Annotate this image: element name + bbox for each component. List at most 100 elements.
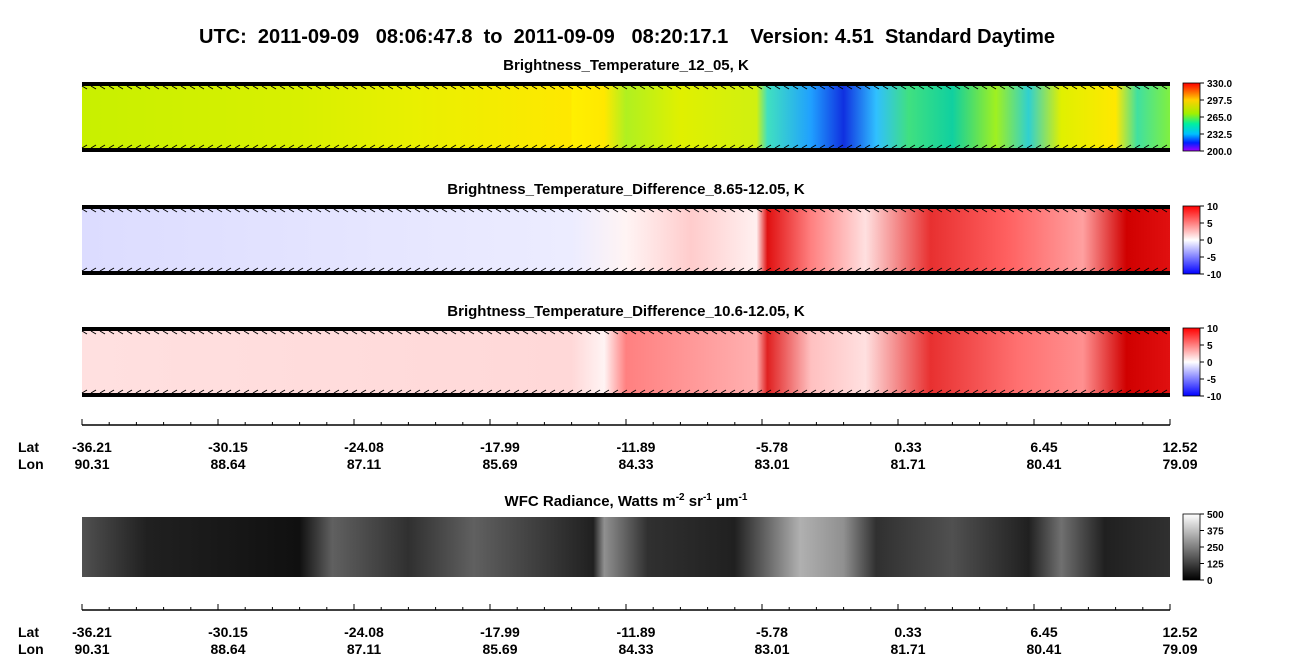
track-tick — [477, 144, 484, 149]
track-tick — [711, 208, 718, 213]
track-tick — [261, 144, 268, 149]
track-tick — [909, 144, 916, 149]
track-tick — [117, 389, 124, 394]
track-tick — [1116, 330, 1123, 335]
track-tick — [477, 330, 484, 335]
colorbar-label: 297.5 — [1207, 96, 1232, 107]
track-tick — [981, 208, 988, 213]
track-tick — [360, 330, 367, 335]
track-tick — [144, 389, 151, 394]
track-tick — [855, 389, 862, 394]
track-tick — [954, 144, 961, 149]
track-tick — [1080, 330, 1087, 335]
track-tick — [1152, 85, 1159, 90]
track-tick — [1134, 85, 1141, 90]
lon-tick-label: 85.69 — [482, 641, 517, 657]
track-tick — [819, 330, 826, 335]
track-tick — [441, 330, 448, 335]
track-tick — [900, 208, 907, 213]
track-tick — [1143, 144, 1150, 149]
track-tick — [423, 144, 430, 149]
track-tick — [1026, 144, 1033, 149]
track-tick — [360, 389, 367, 394]
colorbar-label: 0 — [1207, 576, 1213, 587]
track-tick — [99, 267, 106, 272]
track-tick — [963, 208, 970, 213]
track-tick — [1134, 330, 1141, 335]
track-tick — [360, 85, 367, 90]
track-tick — [369, 208, 376, 213]
track-tick — [792, 144, 799, 149]
track-tick — [468, 85, 475, 90]
track-tick — [378, 85, 385, 90]
lat-tick-label: 6.45 — [1030, 624, 1057, 640]
track-tick — [576, 208, 583, 213]
track-tick — [171, 330, 178, 335]
track-tick — [306, 85, 313, 90]
track-tick — [747, 208, 754, 213]
track-tick — [324, 85, 331, 90]
track-tick — [117, 144, 124, 149]
track-tick — [594, 144, 601, 149]
track-tick — [765, 85, 772, 90]
track-tick — [603, 144, 610, 149]
track-tick — [180, 144, 187, 149]
track-tick — [792, 330, 799, 335]
track-tick — [729, 144, 736, 149]
track-tick — [558, 267, 565, 272]
track-tick — [1008, 330, 1015, 335]
track-tick — [459, 208, 466, 213]
lon-tick-label: 80.41 — [1026, 641, 1061, 657]
track-tick — [630, 208, 637, 213]
track-tick — [270, 389, 277, 394]
track-tick — [756, 85, 763, 90]
track-tick — [1116, 389, 1123, 394]
track-tick — [1026, 85, 1033, 90]
lat-tick-label: -24.08 — [344, 624, 384, 640]
track-tick — [333, 144, 340, 149]
track-tick — [432, 267, 439, 272]
colorbar-label: 125 — [1207, 560, 1224, 571]
track-tick — [720, 330, 727, 335]
track-tick — [657, 267, 664, 272]
track-tick — [576, 330, 583, 335]
track-tick — [531, 330, 538, 335]
lon-tick-label: 90.31 — [74, 641, 109, 657]
track-tick — [270, 144, 277, 149]
colorbar-label: 5 — [1207, 219, 1213, 230]
track-tick — [891, 144, 898, 149]
track-tick — [936, 330, 943, 335]
track-tick — [918, 85, 925, 90]
track-tick — [621, 208, 628, 213]
lon-tick-label: 90.31 — [74, 456, 109, 472]
track-tick — [864, 389, 871, 394]
colorbar-label: 375 — [1207, 527, 1224, 538]
track-tick — [351, 330, 358, 335]
track-tick — [999, 144, 1006, 149]
track-tick — [1143, 330, 1150, 335]
track-tick — [945, 144, 952, 149]
track-tick — [162, 85, 169, 90]
track-tick — [414, 330, 421, 335]
track-tick — [594, 389, 601, 394]
track-tick — [684, 208, 691, 213]
track-tick — [774, 267, 781, 272]
track-tick — [1008, 208, 1015, 213]
track-tick — [270, 85, 277, 90]
track-tick — [1008, 389, 1015, 394]
track-tick — [144, 330, 151, 335]
track-tick — [234, 208, 241, 213]
track-tick — [693, 267, 700, 272]
track-tick — [756, 267, 763, 272]
colorbar-label: -5 — [1207, 375, 1216, 386]
track-tick — [162, 267, 169, 272]
track-tick — [900, 330, 907, 335]
track-tick — [549, 389, 556, 394]
track-tick — [828, 330, 835, 335]
track-tick — [432, 144, 439, 149]
track-tick — [648, 330, 655, 335]
track-tick — [1062, 267, 1069, 272]
track-tick — [657, 85, 664, 90]
track-tick — [423, 389, 430, 394]
track-tick — [792, 389, 799, 394]
